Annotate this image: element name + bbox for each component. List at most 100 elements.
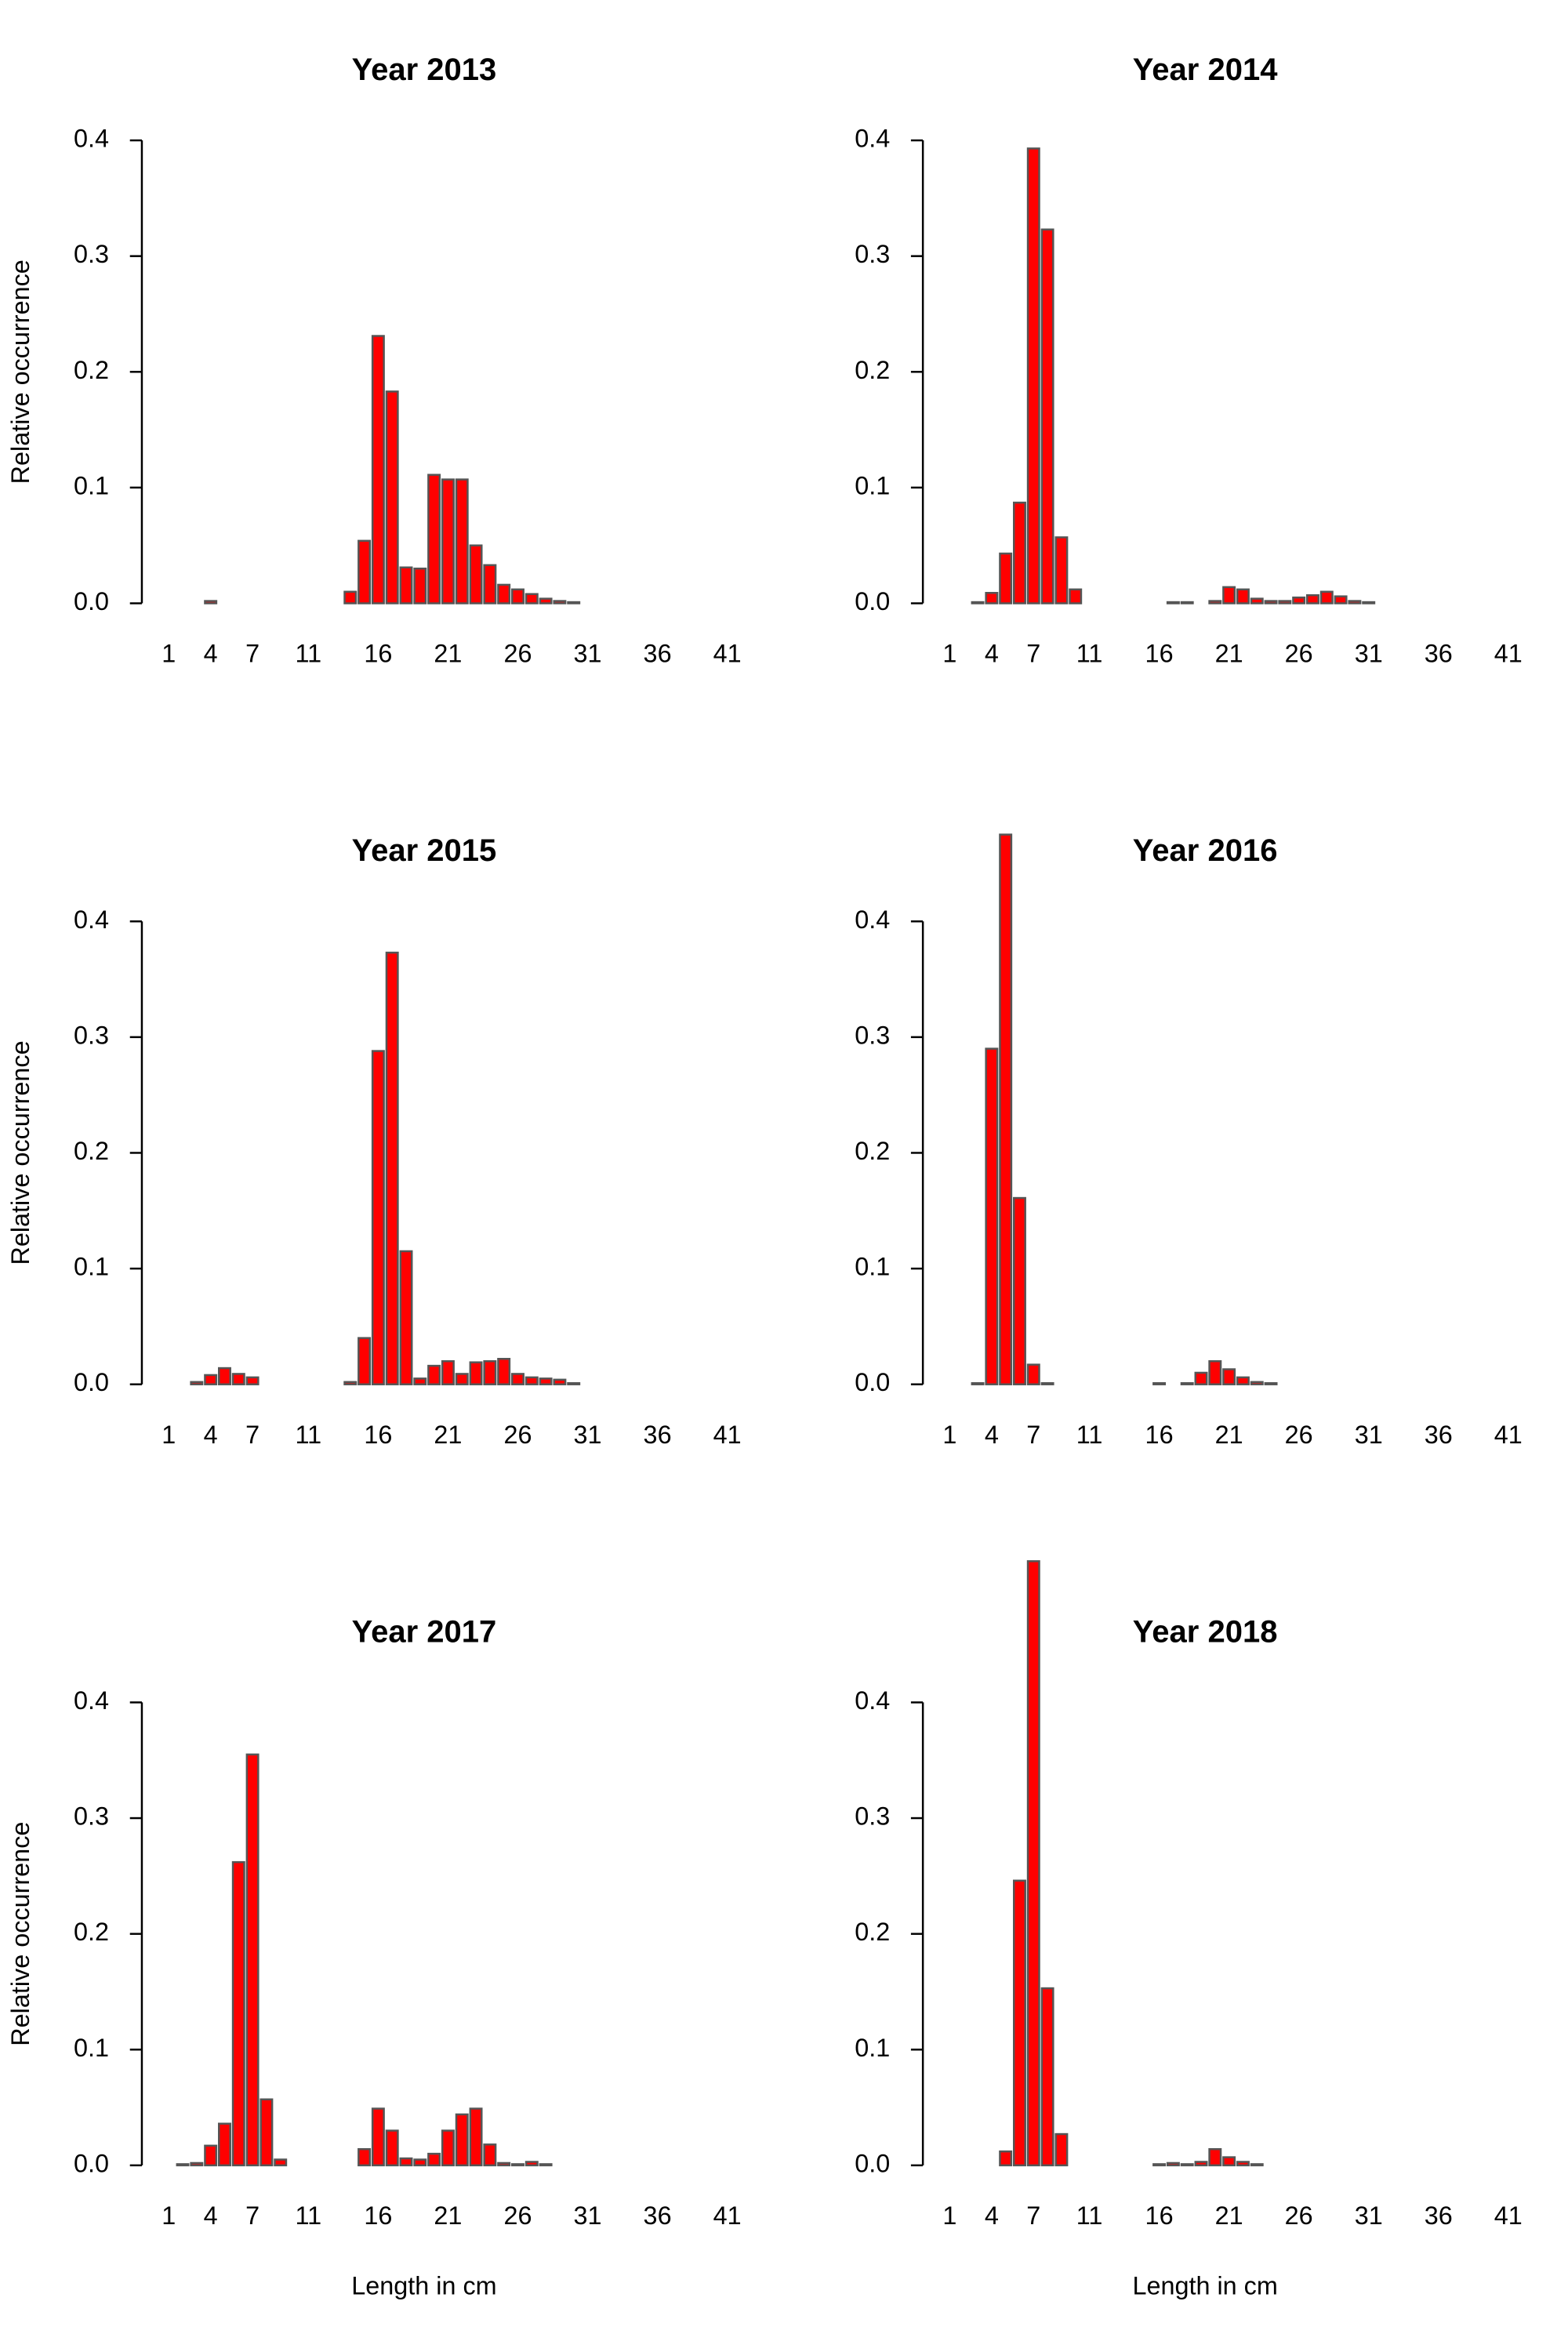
y-tick-label: 0.0 <box>74 587 109 615</box>
x-tick-label: 4 <box>204 640 218 668</box>
bar <box>567 601 581 604</box>
y-tick-label: 0.4 <box>74 1686 109 1715</box>
bar <box>524 593 539 604</box>
chart-title: Year 2013 <box>352 53 497 87</box>
y-tick-label: 0.4 <box>855 1686 890 1715</box>
x-tick-label: 41 <box>713 2201 742 2230</box>
bar <box>358 1337 372 1385</box>
bar <box>231 1860 245 2167</box>
y-tick-label: 0.0 <box>74 2149 109 2177</box>
x-tick-label: 41 <box>713 1421 742 1449</box>
y-tick-label: 0.3 <box>855 240 890 268</box>
x-tick-label: 7 <box>245 2201 260 2230</box>
bar <box>260 2098 274 2167</box>
x-tick-label: 21 <box>1215 1421 1243 1449</box>
x-tick-label: 7 <box>1026 640 1040 668</box>
bar <box>1194 1371 1208 1385</box>
bar <box>999 552 1013 604</box>
bar <box>441 478 455 604</box>
x-tick-label: 36 <box>644 640 672 668</box>
bar <box>1180 601 1194 604</box>
x-tick-label: 1 <box>162 2201 176 2230</box>
x-tick-label: 7 <box>245 1421 260 1449</box>
bar <box>511 588 524 604</box>
y-tick-label: 0.1 <box>855 471 890 499</box>
y-tick-label: 0.3 <box>74 1802 109 1831</box>
x-tick-label: 26 <box>503 2201 532 2230</box>
bar <box>204 2144 218 2167</box>
bar <box>971 601 985 604</box>
x-tick-label: 36 <box>1425 1421 1453 1449</box>
x-tick-label: 41 <box>713 640 742 668</box>
x-tick-label: 1 <box>942 640 956 668</box>
bar <box>427 474 441 604</box>
y-tick-label: 0.0 <box>855 587 890 615</box>
bar <box>1222 586 1236 604</box>
bar <box>1236 588 1250 604</box>
x-axis-label: Length in cm <box>351 2272 496 2300</box>
bar <box>385 390 399 604</box>
bar <box>413 2158 427 2167</box>
x-tick-label: 1 <box>942 2201 956 2230</box>
x-tick-label: 4 <box>204 1421 218 1449</box>
bar <box>1152 1381 1167 1385</box>
x-tick-label: 31 <box>1355 1421 1383 1449</box>
bar <box>231 1373 245 1385</box>
y-tick-label: 0.2 <box>855 1918 890 1946</box>
bar <box>1166 2161 1180 2167</box>
bar <box>985 591 999 604</box>
bar <box>497 1358 511 1385</box>
bar <box>539 597 553 604</box>
x-tick-label: 11 <box>1076 2201 1103 2230</box>
x-tick-label: 4 <box>985 640 999 668</box>
y-tick-label: 0.3 <box>74 1021 109 1049</box>
bar <box>358 2148 372 2167</box>
x-tick-label: 11 <box>296 1421 322 1449</box>
x-tick-label: 11 <box>1076 1421 1103 1449</box>
y-tick-label: 0.3 <box>855 1802 890 1831</box>
x-tick-label: 11 <box>296 2201 322 2230</box>
bar <box>1013 1879 1026 2167</box>
y-tick-label: 0.1 <box>74 2034 109 2062</box>
bar <box>1152 2163 1167 2167</box>
bar <box>469 2107 483 2167</box>
bar <box>385 951 399 1385</box>
x-tick-label: 31 <box>1355 2201 1383 2230</box>
bar <box>1069 588 1083 604</box>
bar <box>413 567 427 604</box>
x-tick-label: 1 <box>942 1421 956 1449</box>
bar <box>441 1359 455 1385</box>
bar <box>176 2163 190 2167</box>
bar <box>1222 1368 1236 1385</box>
bar <box>511 1373 524 1385</box>
bar <box>399 566 413 604</box>
bar <box>985 1047 999 1385</box>
x-tick-label: 36 <box>644 2201 672 2230</box>
bar <box>1054 536 1069 604</box>
y-tick-label: 0.2 <box>74 1918 109 1946</box>
x-tick-label: 16 <box>1145 2201 1174 2230</box>
y-tick-label: 0.0 <box>855 2149 890 2177</box>
bar <box>245 1753 260 2167</box>
x-tick-label: 16 <box>1145 1421 1174 1449</box>
x-tick-label: 36 <box>644 1421 672 1449</box>
bar <box>469 544 483 604</box>
bar <box>343 590 358 604</box>
bar <box>1250 2163 1264 2167</box>
bar <box>245 1376 260 1385</box>
bar <box>1180 2163 1194 2167</box>
x-tick-label: 21 <box>1215 2201 1243 2230</box>
bar <box>1264 1381 1278 1385</box>
bar <box>1362 601 1376 604</box>
x-tick-label: 1 <box>162 1421 176 1449</box>
x-tick-label: 26 <box>1285 1421 1313 1449</box>
x-axis-label: Length in cm <box>1132 2272 1277 2300</box>
bar <box>399 1250 413 1385</box>
y-axis-label: Relative occurrence <box>6 1040 34 1265</box>
x-tick-label: 21 <box>434 2201 462 2230</box>
x-tick-label: 41 <box>1494 2201 1523 2230</box>
bar <box>483 564 497 604</box>
x-tick-label: 36 <box>1425 640 1453 668</box>
bar <box>483 2143 497 2167</box>
